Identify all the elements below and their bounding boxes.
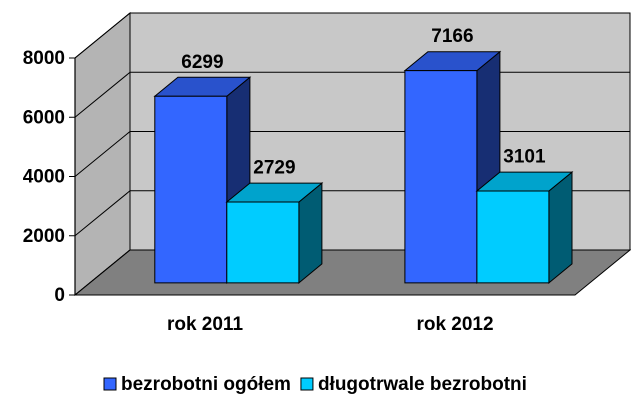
x-tick-label: rok 2011 bbox=[167, 314, 243, 335]
legend-swatch bbox=[103, 377, 117, 391]
value-label: 7166 bbox=[431, 26, 473, 47]
bar-front bbox=[404, 70, 478, 284]
legend-swatch bbox=[300, 377, 314, 391]
y-tick-label: 0 bbox=[54, 285, 65, 306]
value-label: 2729 bbox=[253, 158, 295, 179]
value-label: 6299 bbox=[181, 52, 223, 73]
legend: bezrobotni ogółem długotrwale bezrobotni bbox=[103, 374, 527, 395]
legend-label: długotrwale bezrobotni bbox=[318, 374, 527, 395]
y-tick-label: 8000 bbox=[23, 48, 65, 69]
y-tick-label: 2000 bbox=[23, 226, 65, 247]
legend-label: bezrobotni ogółem bbox=[121, 374, 291, 395]
bar bbox=[475, 171, 574, 284]
y-tick-label: 6000 bbox=[23, 107, 65, 128]
x-tick-label: rok 2012 bbox=[416, 314, 493, 335]
bar-front bbox=[154, 95, 228, 284]
bar-front bbox=[476, 190, 550, 284]
value-label: 3101 bbox=[503, 147, 546, 168]
bar-front bbox=[226, 201, 300, 284]
bar bbox=[225, 182, 324, 284]
y-tick-label: 4000 bbox=[23, 167, 65, 188]
grid-line bbox=[74, 12, 630, 59]
